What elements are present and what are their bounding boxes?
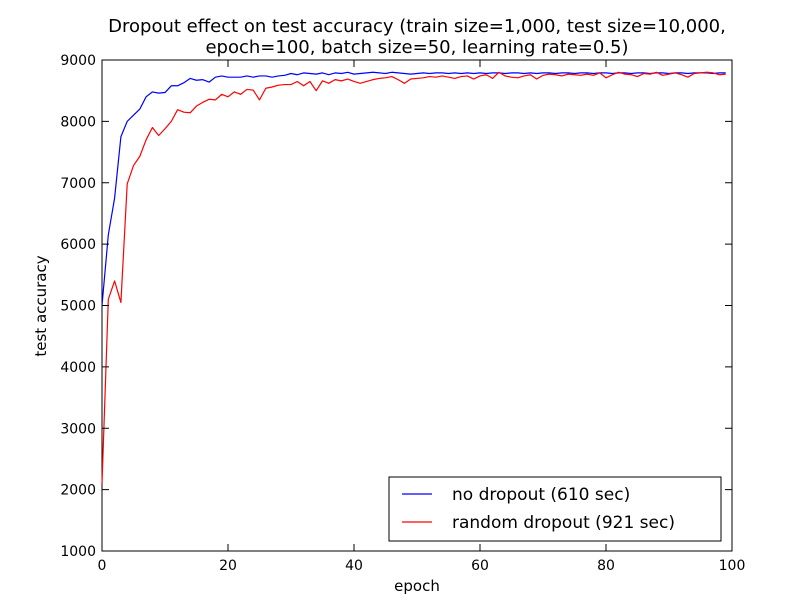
x-tick-label: 20: [219, 558, 237, 574]
y-tick-label: 7000: [60, 176, 96, 192]
x-tick-label: 100: [719, 558, 746, 574]
y-tick-label: 1000: [60, 544, 96, 560]
y-tick-label: 8000: [60, 114, 96, 130]
chart-subtitle: epoch=100, batch size=50, learning rate=…: [205, 37, 628, 58]
y-tick-label: 6000: [60, 237, 96, 253]
x-axis-label: epoch: [394, 577, 440, 595]
chart-title: Dropout effect on test accuracy (train s…: [108, 16, 726, 37]
series-line-random-dropout: [101, 71, 726, 484]
x-tick-label: 60: [471, 558, 489, 574]
y-axis-label: test accuracy: [32, 255, 50, 356]
plot-area: 0 20 40 60 80 100 1000 2000 3000 4000 5000 6000 7000…: [60, 53, 745, 574]
y-tick-label: 9000: [60, 53, 96, 69]
x-tick-label: 40: [345, 558, 363, 574]
legend: no dropout (610 sec) random dropout (921…: [388, 476, 722, 542]
series-layer: [101, 71, 726, 484]
legend-label-random-dropout: random dropout (921 sec): [452, 513, 675, 533]
plot-frame: [101, 59, 733, 552]
legend-label-no-dropout: no dropout (610 sec): [452, 485, 630, 505]
x-tick-label: 80: [597, 558, 615, 574]
y-tick-label: 5000: [60, 299, 96, 315]
y-tick-label: 2000: [60, 483, 96, 499]
legend-box: [388, 476, 722, 542]
y-tick-label: 4000: [60, 360, 96, 376]
x-tick-label: 0: [98, 558, 107, 574]
tick-layer: 0 20 40 60 80 100 1000 2000 3000 4000 5000 6000 7000…: [60, 53, 745, 574]
y-tick-label: 3000: [60, 421, 96, 437]
